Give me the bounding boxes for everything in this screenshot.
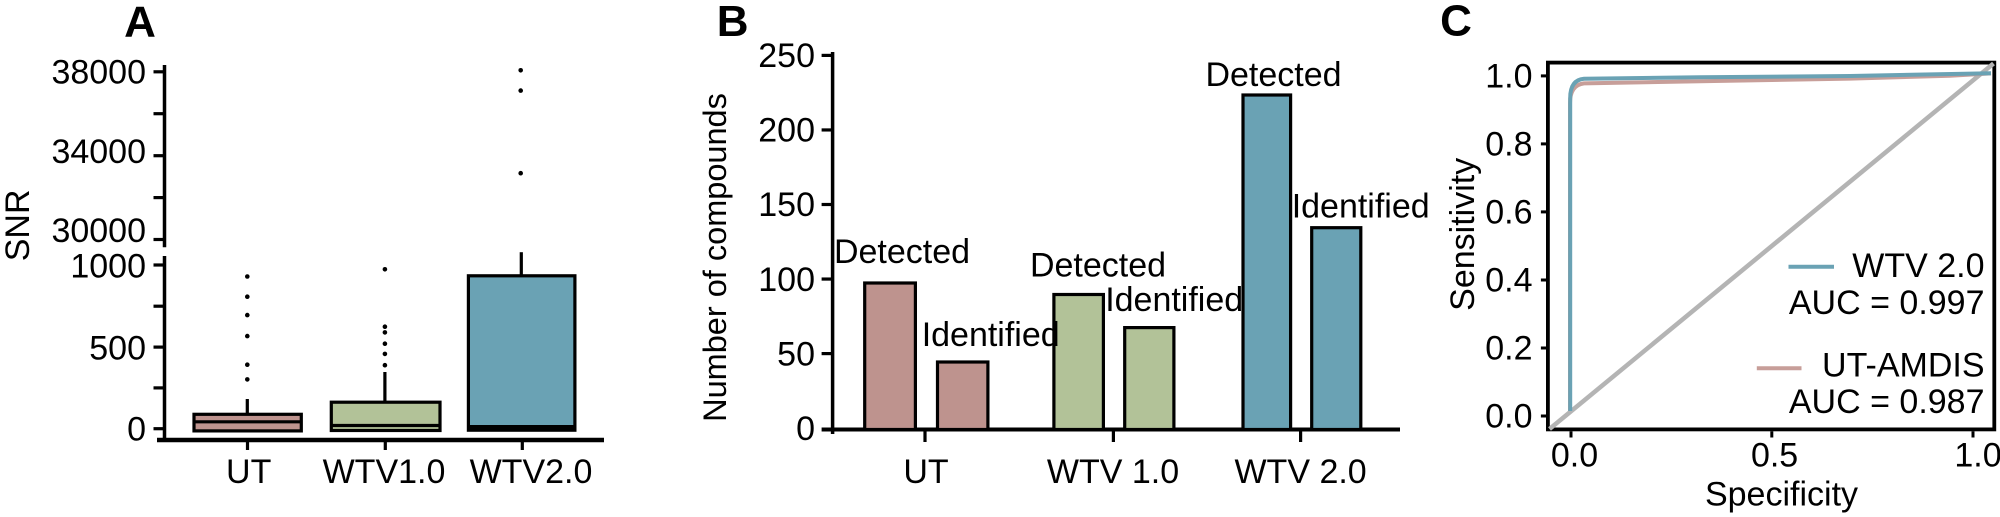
svg-text:250: 250 — [758, 37, 815, 75]
svg-text:50: 50 — [777, 335, 815, 373]
svg-text:1000: 1000 — [70, 248, 146, 286]
svg-text:1.0: 1.0 — [1485, 57, 1532, 95]
svg-text:WTV 1.0: WTV 1.0 — [1047, 453, 1179, 491]
svg-text:WTV 2.0: WTV 2.0 — [1852, 247, 1984, 285]
svg-text:B: B — [717, 0, 749, 46]
svg-text:AUC = 0.997: AUC = 0.997 — [1789, 284, 1985, 322]
svg-text:0.2: 0.2 — [1485, 330, 1532, 368]
svg-text:WTV2.0: WTV2.0 — [470, 453, 593, 491]
svg-text:0.4: 0.4 — [1485, 262, 1532, 300]
svg-text:Number of compounds: Number of compounds — [697, 93, 733, 422]
svg-text:Identified: Identified — [1105, 281, 1243, 319]
svg-text:UT: UT — [226, 453, 271, 491]
svg-text:WTV1.0: WTV1.0 — [323, 453, 446, 491]
svg-text:0: 0 — [796, 410, 815, 448]
svg-text:UT: UT — [903, 453, 948, 491]
svg-text:150: 150 — [758, 186, 815, 224]
svg-text:0.0: 0.0 — [1485, 398, 1532, 436]
svg-text:A: A — [124, 0, 156, 46]
svg-text:AUC = 0.987: AUC = 0.987 — [1789, 383, 1985, 421]
svg-text:0.6: 0.6 — [1485, 193, 1532, 231]
svg-text:C: C — [1440, 0, 1472, 46]
svg-text:200: 200 — [758, 112, 815, 150]
svg-text:500: 500 — [89, 330, 146, 368]
svg-text:SNR: SNR — [0, 190, 37, 262]
svg-text:UT-AMDIS: UT-AMDIS — [1822, 346, 1984, 384]
svg-text:Detected: Detected — [1030, 246, 1166, 284]
svg-text:38000: 38000 — [51, 54, 146, 92]
svg-text:0.5: 0.5 — [1751, 437, 1798, 475]
svg-text:WTV 2.0: WTV 2.0 — [1234, 453, 1366, 491]
svg-text:100: 100 — [758, 261, 815, 299]
svg-text:30000: 30000 — [51, 212, 146, 250]
svg-text:Detected: Detected — [1205, 56, 1341, 94]
svg-text:Specificity: Specificity — [1705, 476, 1858, 514]
svg-text:Sensitivity: Sensitivity — [1444, 158, 1482, 311]
svg-text:0.8: 0.8 — [1485, 125, 1532, 163]
svg-text:0.0: 0.0 — [1551, 437, 1598, 475]
svg-text:Identified: Identified — [922, 316, 1060, 354]
svg-text:1.0: 1.0 — [1954, 437, 2000, 475]
svg-text:0: 0 — [127, 411, 146, 449]
svg-text:Detected: Detected — [834, 233, 970, 271]
svg-text:34000: 34000 — [51, 133, 146, 171]
svg-text:Identified: Identified — [1292, 188, 1430, 226]
